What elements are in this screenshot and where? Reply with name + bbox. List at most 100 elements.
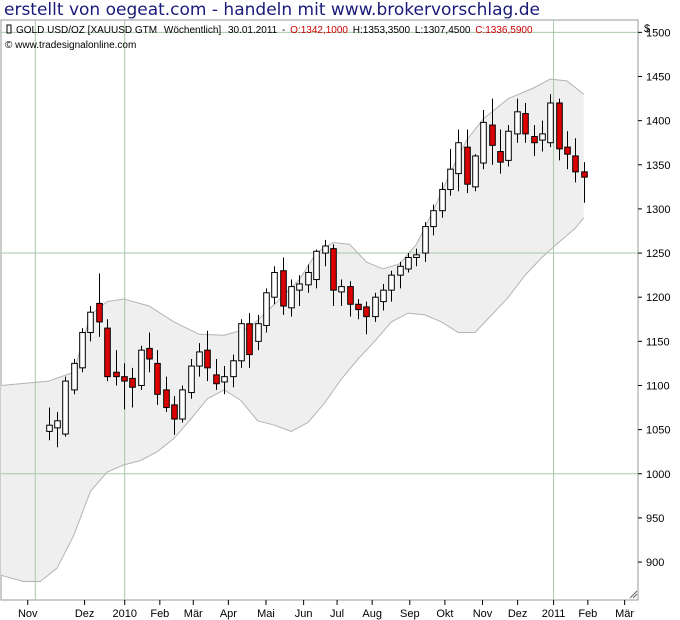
candle — [288, 279, 295, 317]
y-tick-label: 950 — [646, 513, 664, 525]
y-tick-label: 1400 — [646, 116, 670, 128]
candle — [464, 129, 471, 194]
candle-body — [96, 302, 103, 323]
candle — [547, 94, 554, 148]
candle — [196, 343, 203, 377]
candle — [322, 239, 329, 267]
source-banner: erstellt von oegeat.com - handeln mit ww… — [4, 0, 540, 20]
candle-body — [296, 283, 303, 291]
x-tick-label: Dez — [508, 608, 528, 620]
candle-body — [188, 365, 195, 394]
band-lower-line — [0, 217, 585, 582]
candle-body — [372, 296, 379, 318]
candle — [313, 249, 320, 289]
candle-body — [280, 270, 287, 307]
chart-header: GOLD USD/OZ [XAUUSD GTM Wöchentlich] 30.… — [5, 23, 650, 51]
candle-body — [313, 250, 320, 281]
candle-body — [430, 210, 437, 228]
candle — [87, 306, 94, 342]
candle — [430, 204, 437, 236]
candle-body — [113, 371, 120, 378]
candle — [439, 182, 446, 218]
x-tick-label: Jun — [295, 608, 313, 620]
header-marker-icon — [6, 24, 12, 34]
candle — [230, 354, 237, 388]
copyright-label: © www.tradesignalonline.com — [5, 40, 136, 51]
candle — [96, 273, 103, 337]
x-tick-label: Jul — [330, 608, 344, 620]
candle-body — [305, 271, 312, 286]
candle-body — [472, 155, 479, 188]
candle — [246, 313, 253, 368]
candle-body — [363, 306, 370, 318]
candle-body — [322, 245, 329, 254]
candle-body — [397, 265, 404, 276]
y-tick-label: 900 — [646, 557, 664, 569]
candle-body — [288, 286, 295, 309]
candle-body — [129, 377, 136, 388]
candle — [146, 332, 153, 373]
candle-body — [547, 102, 554, 144]
candle-body — [62, 380, 69, 435]
candle — [338, 279, 345, 307]
candle — [163, 376, 170, 412]
header-high: H:1353,3500 — [353, 25, 411, 36]
y-tick-label: 1250 — [646, 248, 670, 260]
x-tick-label: Aug — [362, 608, 382, 620]
x-tick-label: Nov — [473, 608, 493, 620]
candle — [564, 131, 571, 170]
candle — [263, 288, 270, 333]
x-tick-label: Mär — [615, 608, 634, 620]
candle — [280, 257, 287, 315]
candle-body — [455, 142, 462, 175]
candle-body — [213, 374, 220, 385]
candle — [497, 129, 504, 174]
y-axis: 900 950 1000 1050 1100 1150 1200 1250 1300 1350 14… — [638, 27, 670, 569]
candle — [238, 319, 245, 368]
y-tick-label: 1150 — [646, 336, 670, 348]
candle-body — [271, 271, 278, 298]
candle-body — [539, 133, 546, 141]
candle-body — [179, 389, 186, 420]
header-date: 30.01.2011 — [228, 25, 278, 36]
y-tick-label: 1300 — [646, 204, 670, 216]
candle-body — [480, 121, 487, 164]
candle-body — [154, 362, 161, 395]
header-instrument: GOLD USD/OZ [XAUUSD GTM — [16, 25, 157, 36]
x-tick-label: Feb — [578, 608, 597, 620]
candle — [380, 283, 387, 311]
candle-body — [581, 171, 588, 178]
candle — [355, 298, 362, 320]
candle-body — [338, 286, 345, 293]
currency-label: $ — [644, 23, 650, 35]
candle-body — [388, 274, 395, 291]
candle-body — [447, 168, 454, 190]
candle-body — [79, 332, 86, 369]
candle — [413, 248, 420, 267]
candle-body — [405, 256, 412, 270]
x-tick-label: Feb — [150, 608, 169, 620]
candle-body — [138, 349, 145, 386]
x-tick-label: 2010 — [112, 608, 136, 620]
x-tick-label: Dez — [75, 608, 95, 620]
candle — [514, 98, 521, 143]
candle — [505, 125, 512, 167]
candle — [188, 358, 195, 399]
candle-body — [54, 420, 61, 429]
x-tick-label: Sep — [400, 608, 420, 620]
candle — [138, 345, 145, 390]
header-period: Wöchentlich] — [164, 25, 221, 36]
band-upper-line — [0, 78, 585, 386]
candle-body — [505, 130, 512, 161]
header-low: L:1307,4500 — [415, 25, 471, 36]
candle-body — [230, 360, 237, 378]
candle-body — [104, 327, 111, 378]
x-tick-label: 2011 — [542, 608, 566, 620]
y-tick-label: 1200 — [646, 292, 670, 304]
candle-body — [497, 151, 504, 163]
candle-body — [146, 347, 153, 360]
candle-body — [255, 323, 262, 342]
candle — [363, 301, 370, 335]
candle — [113, 350, 120, 386]
